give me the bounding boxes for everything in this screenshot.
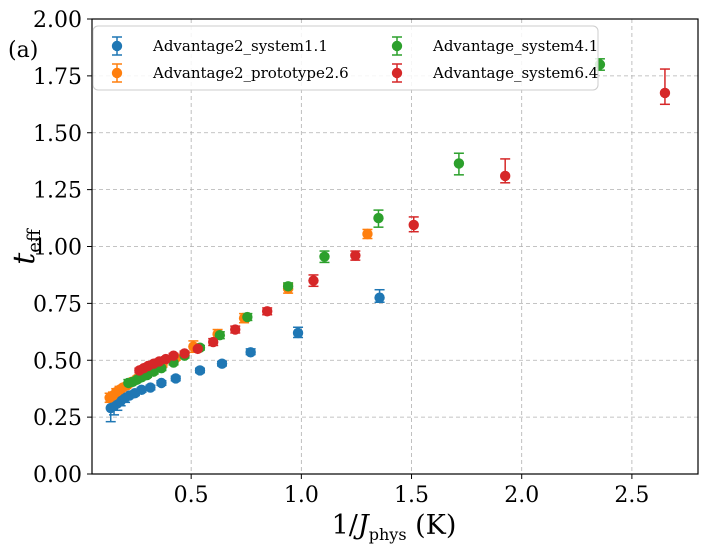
x-axis-label: 1/Jphys (K) bbox=[332, 510, 457, 544]
data-point bbox=[282, 281, 294, 292]
data-point bbox=[453, 158, 465, 169]
x-label-suffix: (K) bbox=[407, 510, 457, 541]
x-label-main: J bbox=[353, 510, 371, 541]
y-tick-label: 1.25 bbox=[33, 179, 82, 204]
x-tick-label: 1.5 bbox=[394, 483, 429, 508]
y-label-main: t bbox=[7, 252, 42, 265]
data-point bbox=[374, 292, 385, 303]
data-point bbox=[168, 350, 179, 361]
legend-label: Advantage_system4.1 bbox=[432, 37, 598, 55]
legend-box bbox=[92, 25, 599, 91]
data-point bbox=[214, 330, 226, 341]
y-tick-label: 1.50 bbox=[33, 122, 82, 147]
data-points bbox=[104, 59, 671, 414]
x-tick-label: 1.0 bbox=[284, 483, 319, 508]
y-tick-label: 1.75 bbox=[33, 65, 82, 90]
axis-ticks: 0.5 1.0 1.5 2.0 2.5 0.00 0.25 0.50 0.75 1.00 1.25 1… bbox=[33, 8, 649, 508]
data-point bbox=[308, 275, 319, 286]
legend: Advantage2_system1.1 Advantage2_prototype… bbox=[92, 25, 599, 91]
y-tick-label: 0.75 bbox=[33, 292, 82, 317]
legend-label: Advantage2_system1.1 bbox=[152, 37, 328, 55]
x-tick-label: 0.5 bbox=[174, 483, 209, 508]
data-point bbox=[192, 343, 203, 355]
data-point bbox=[408, 219, 419, 231]
legend-marker bbox=[391, 67, 403, 79]
data-point bbox=[350, 250, 361, 261]
y-axis-label: teff bbox=[7, 228, 45, 265]
data-point bbox=[136, 384, 147, 396]
data-point bbox=[659, 87, 671, 99]
data-point bbox=[216, 358, 228, 369]
data-point bbox=[170, 373, 181, 384]
x-tick-label: 2.5 bbox=[614, 483, 649, 508]
data-point bbox=[145, 382, 156, 393]
x-label-sub: phys bbox=[369, 525, 407, 544]
data-point bbox=[245, 347, 256, 358]
data-point bbox=[499, 170, 511, 182]
legend-label: Advantage2_prototype2.6 bbox=[152, 64, 349, 82]
data-point bbox=[362, 228, 373, 240]
x-tick-label: 2.0 bbox=[504, 483, 539, 508]
data-point bbox=[194, 365, 206, 376]
legend-marker bbox=[111, 67, 123, 79]
x-label-prefix: 1/ bbox=[332, 510, 359, 541]
panel-label: (a) bbox=[8, 38, 38, 63]
y-label-sub: eff bbox=[24, 228, 45, 253]
y-tick-label: 1.00 bbox=[33, 236, 82, 261]
y-tick-label: 0.50 bbox=[33, 349, 82, 374]
legend-marker bbox=[391, 40, 403, 52]
legend-marker bbox=[111, 40, 123, 52]
data-point bbox=[156, 377, 167, 389]
data-point bbox=[261, 306, 273, 317]
y-tick-label: 0.25 bbox=[33, 406, 82, 431]
data-point bbox=[208, 336, 219, 348]
data-point bbox=[373, 212, 384, 224]
data-point bbox=[179, 348, 190, 359]
y-tick-label: 2.00 bbox=[33, 8, 82, 33]
data-point bbox=[230, 324, 241, 335]
data-point bbox=[242, 311, 253, 323]
legend-label: Advantage_system6.4 bbox=[432, 64, 598, 82]
data-point bbox=[319, 251, 330, 262]
y-tick-label: 0.00 bbox=[33, 463, 82, 488]
error-bars bbox=[104, 58, 670, 423]
data-point bbox=[292, 327, 304, 339]
